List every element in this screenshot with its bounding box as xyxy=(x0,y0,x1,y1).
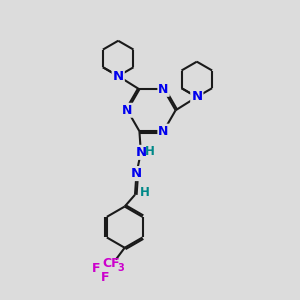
Text: 3: 3 xyxy=(117,263,124,273)
Text: N: N xyxy=(135,146,146,159)
Text: CF: CF xyxy=(103,257,120,271)
Text: N: N xyxy=(112,70,124,83)
Text: N: N xyxy=(158,125,169,138)
Text: F: F xyxy=(101,271,109,284)
Text: N: N xyxy=(158,83,169,96)
Text: N: N xyxy=(131,167,142,180)
Text: H: H xyxy=(140,186,149,199)
Text: N: N xyxy=(122,104,133,117)
Text: F: F xyxy=(92,262,100,275)
Text: H: H xyxy=(145,145,154,158)
Text: N: N xyxy=(191,91,203,103)
